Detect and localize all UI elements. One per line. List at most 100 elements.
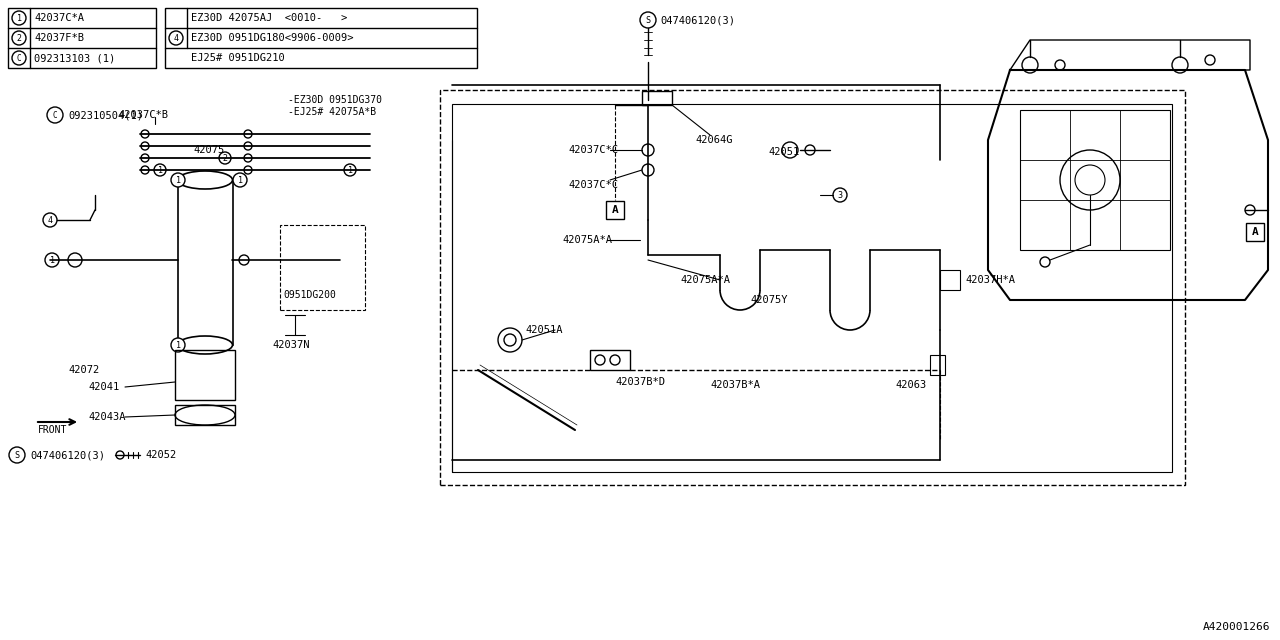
Text: 42052: 42052	[145, 450, 177, 460]
Text: 42037N: 42037N	[273, 340, 310, 350]
Text: EZ30D 42075AJ  <0010-   >: EZ30D 42075AJ <0010- >	[191, 13, 347, 23]
Circle shape	[9, 447, 26, 463]
Ellipse shape	[178, 171, 233, 189]
Text: 1: 1	[17, 13, 22, 22]
Circle shape	[782, 142, 797, 158]
Bar	[452, 104, 1172, 472]
Bar	[643, 91, 672, 105]
Ellipse shape	[178, 336, 233, 354]
Ellipse shape	[175, 405, 236, 425]
Text: 0951DG200: 0951DG200	[283, 290, 335, 300]
Circle shape	[1039, 257, 1050, 267]
Circle shape	[141, 154, 148, 162]
Circle shape	[833, 188, 847, 202]
Circle shape	[1021, 57, 1038, 73]
Text: 42075A*A: 42075A*A	[680, 275, 730, 285]
Bar	[931, 355, 945, 375]
Circle shape	[12, 31, 26, 45]
Text: A: A	[612, 205, 618, 215]
Circle shape	[244, 166, 252, 174]
Circle shape	[12, 51, 26, 65]
Circle shape	[141, 166, 148, 174]
Circle shape	[116, 451, 124, 459]
Text: 42072: 42072	[68, 365, 100, 375]
Text: 42075Y: 42075Y	[750, 295, 787, 305]
Circle shape	[154, 164, 166, 176]
Text: 42064G: 42064G	[695, 135, 732, 145]
Circle shape	[498, 328, 522, 352]
Circle shape	[244, 142, 252, 150]
Text: 047406120(3): 047406120(3)	[29, 450, 105, 460]
Circle shape	[1204, 55, 1215, 65]
Bar	[605, 201, 625, 219]
Bar	[940, 270, 960, 290]
Circle shape	[219, 152, 230, 164]
Text: 42037C*C: 42037C*C	[568, 180, 618, 190]
Text: 42037C*B: 42037C*B	[118, 110, 168, 120]
Circle shape	[172, 338, 186, 352]
Text: 42037C*C: 42037C*C	[568, 145, 618, 155]
Circle shape	[643, 144, 654, 156]
Text: EJ25# 0951DG210: EJ25# 0951DG210	[191, 53, 284, 63]
Circle shape	[45, 253, 59, 267]
Text: 42051: 42051	[768, 147, 799, 157]
Text: 4: 4	[47, 216, 52, 225]
Bar	[8, 8, 156, 68]
Text: 42037F*B: 42037F*B	[35, 33, 84, 43]
Text: 047406120(3): 047406120(3)	[660, 15, 735, 25]
Circle shape	[169, 31, 183, 45]
Circle shape	[504, 334, 516, 346]
Text: 092310504(1): 092310504(1)	[68, 110, 143, 120]
Circle shape	[1060, 150, 1120, 210]
Text: A420001266: A420001266	[1202, 622, 1270, 632]
Text: 42037H*A: 42037H*A	[965, 275, 1015, 285]
Text: -EZ30D 0951DG370: -EZ30D 0951DG370	[288, 95, 381, 105]
Text: 42037C*A: 42037C*A	[35, 13, 84, 23]
Text: A: A	[1252, 227, 1258, 237]
Circle shape	[805, 145, 815, 155]
Bar	[1245, 223, 1265, 241]
Bar	[175, 350, 236, 400]
Text: 092313103 (1): 092313103 (1)	[35, 53, 115, 63]
Text: 42037B*A: 42037B*A	[710, 380, 760, 390]
Circle shape	[47, 107, 63, 123]
Text: 42051A: 42051A	[525, 325, 562, 335]
Text: 2: 2	[223, 154, 228, 163]
Text: 3: 3	[837, 191, 842, 200]
Circle shape	[244, 154, 252, 162]
Circle shape	[344, 164, 356, 176]
Text: 1: 1	[347, 166, 352, 175]
Text: 42037B*D: 42037B*D	[614, 377, 666, 387]
Circle shape	[172, 173, 186, 187]
Circle shape	[595, 355, 605, 365]
Circle shape	[244, 130, 252, 138]
Bar	[178, 180, 233, 345]
Text: 1: 1	[175, 175, 180, 184]
Circle shape	[1172, 57, 1188, 73]
Text: 42063: 42063	[895, 380, 927, 390]
Bar	[1020, 110, 1170, 250]
Text: 42041: 42041	[88, 382, 119, 392]
Text: 1: 1	[50, 255, 55, 264]
Text: S: S	[645, 15, 650, 24]
Circle shape	[12, 11, 26, 25]
Text: S: S	[14, 451, 19, 460]
Circle shape	[611, 355, 620, 365]
Text: 42043A: 42043A	[88, 412, 125, 422]
Bar	[175, 405, 236, 425]
Circle shape	[1245, 205, 1254, 215]
Text: 42075A*A: 42075A*A	[562, 235, 612, 245]
Circle shape	[141, 130, 148, 138]
Bar	[280, 225, 365, 310]
Circle shape	[643, 164, 654, 176]
Circle shape	[68, 253, 82, 267]
Circle shape	[1075, 165, 1105, 195]
Text: EZ30D 0951DG180<9906-0009>: EZ30D 0951DG180<9906-0009>	[191, 33, 353, 43]
Circle shape	[640, 12, 657, 28]
Bar	[165, 8, 477, 68]
Text: C: C	[52, 111, 58, 120]
Text: -EJ25# 42075A*B: -EJ25# 42075A*B	[288, 107, 376, 117]
Text: C: C	[17, 54, 22, 63]
Circle shape	[141, 142, 148, 150]
Text: 1: 1	[157, 166, 163, 175]
